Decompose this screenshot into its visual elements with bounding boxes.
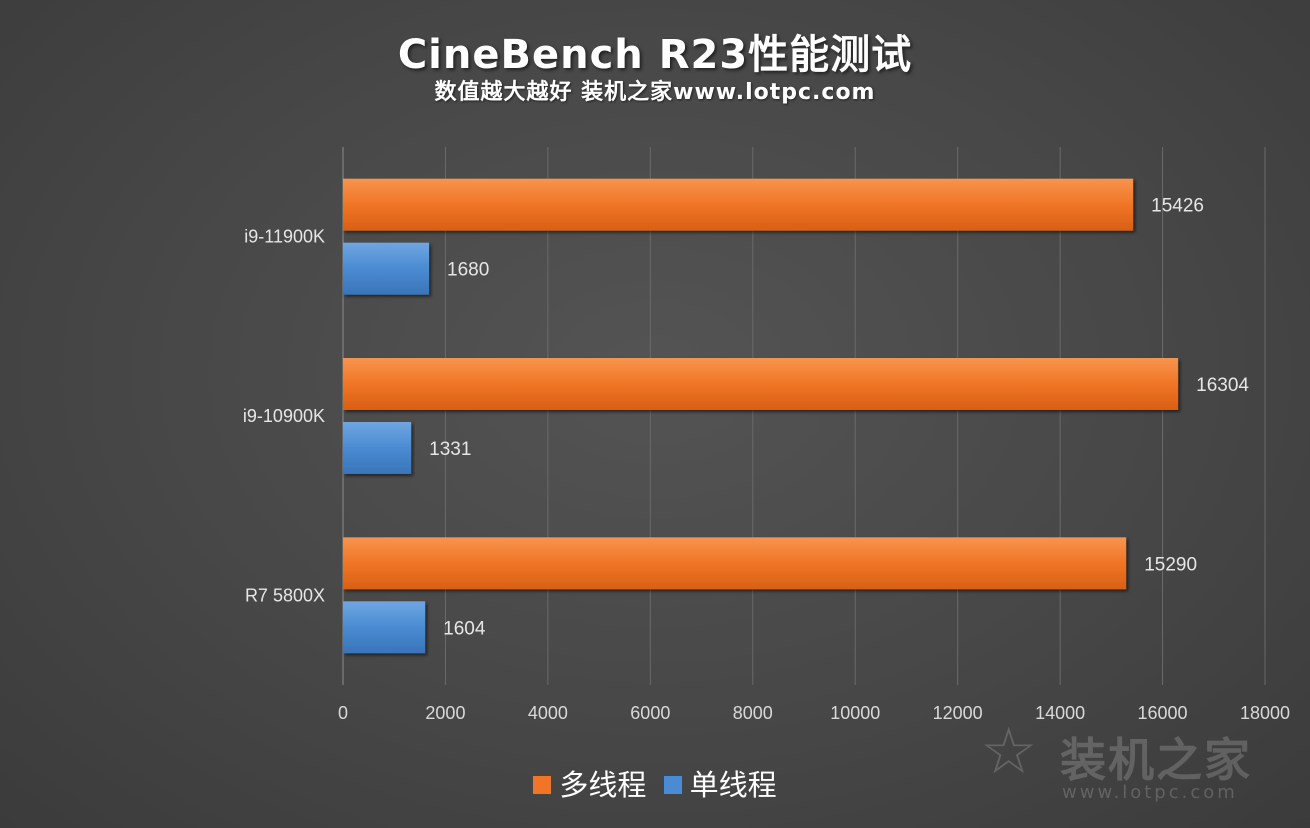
x-tick-label: 18000 [1240, 703, 1290, 723]
x-tick-label: 4000 [528, 703, 568, 723]
legend-swatch-single [663, 776, 682, 794]
data-label: 15290 [1144, 554, 1197, 575]
data-label: 16304 [1196, 375, 1249, 396]
data-label: 1680 [447, 260, 489, 281]
watermark-url: www.lotpc.com [1062, 782, 1238, 803]
legend-swatch-multi [533, 776, 552, 794]
bar-multi-thread [343, 178, 1134, 231]
labels: 0 2000 4000 6000 8000 10000 12000 14000 16000 180… [243, 196, 1290, 723]
data-label: 15426 [1151, 196, 1204, 217]
bar-single-thread [343, 422, 412, 474]
category-label: i9-10900K [243, 406, 325, 426]
star-icon: ☆ [980, 715, 1038, 789]
watermark-logo: ☆ 装机之家 www.lotpc.com [980, 720, 1280, 810]
watermark-text: 装机之家 [1060, 733, 1252, 787]
data-label: 1604 [443, 618, 486, 639]
legend-label-multi: 多线程 [559, 768, 647, 802]
legend: 多线程 单线程 [0, 762, 1310, 804]
bars [343, 178, 1179, 654]
category-label: i9-11900K [244, 227, 325, 247]
x-tick-label: 14000 [1035, 703, 1085, 723]
x-tick-label: 10000 [830, 703, 880, 723]
x-tick-label: 2000 [425, 703, 465, 723]
bar-multi-thread [343, 537, 1127, 590]
bar-single-thread [343, 242, 430, 295]
chart-title: CineBench R23性能测试 [397, 32, 913, 78]
legend-item-multi: 多线程 [533, 762, 646, 804]
gridlines [342, 147, 1266, 685]
legend-item-single: 单线程 [663, 762, 777, 804]
bar-single-thread [343, 601, 426, 654]
x-tick-label: 12000 [933, 703, 983, 723]
category-label: R7 5800X [245, 585, 325, 605]
legend-label-single: 单线程 [689, 768, 777, 802]
x-tick-label: 6000 [630, 703, 670, 723]
x-tick-label: 8000 [733, 703, 773, 723]
x-tick-label: 0 [338, 703, 348, 723]
bar-multi-thread [343, 358, 1179, 410]
data-label: 1331 [429, 439, 471, 460]
chart-subtitle: 数值越大越好 装机之家www.lotpc.com [434, 80, 876, 105]
x-tick-label: 16000 [1138, 703, 1188, 723]
